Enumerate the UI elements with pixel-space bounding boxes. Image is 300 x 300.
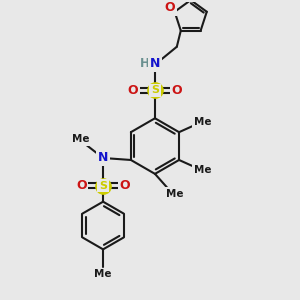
Text: H: H	[140, 57, 150, 70]
Text: O: O	[172, 84, 182, 97]
Text: Me: Me	[166, 189, 184, 199]
Text: S: S	[99, 181, 107, 191]
Text: Me: Me	[94, 269, 112, 279]
Text: Me: Me	[73, 134, 90, 144]
Text: Me: Me	[194, 117, 211, 127]
Text: O: O	[128, 84, 138, 97]
Text: S: S	[151, 85, 159, 95]
Text: O: O	[76, 179, 86, 192]
Text: O: O	[164, 1, 175, 14]
Text: O: O	[120, 179, 130, 192]
Text: Me: Me	[194, 165, 211, 175]
Text: N: N	[150, 57, 160, 70]
Text: N: N	[98, 152, 108, 164]
